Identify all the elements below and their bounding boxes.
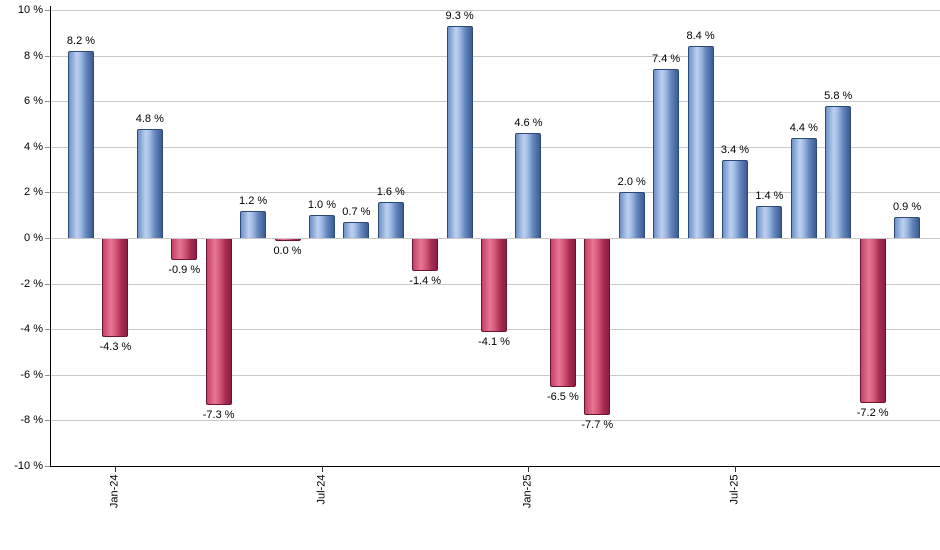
bar bbox=[446, 25, 473, 238]
bar bbox=[859, 239, 886, 404]
bar-value-label: 8.2 % bbox=[66, 35, 96, 48]
y-axis-tick bbox=[45, 283, 50, 285]
y-axis-label: -8 % bbox=[20, 414, 43, 427]
bar bbox=[343, 222, 370, 238]
x-axis-label: Jan-24 bbox=[108, 474, 121, 509]
bar-value-label: -7.2 % bbox=[856, 407, 889, 420]
x-axis-label: Jan-25 bbox=[521, 474, 534, 509]
bar-value-label: 1.0 % bbox=[307, 199, 336, 212]
bar bbox=[171, 239, 198, 260]
y-axis-line bbox=[50, 6, 51, 467]
x-axis-label: Jul-24 bbox=[315, 474, 328, 505]
y-axis-tick bbox=[45, 238, 50, 239]
bar-value-label: 5.8 % bbox=[824, 89, 853, 102]
y-axis-label: 10 % bbox=[17, 4, 43, 16]
bar-value-label: 0.9 % bbox=[893, 201, 922, 214]
y-axis-tick bbox=[45, 55, 50, 57]
y-axis-label: -4 % bbox=[20, 323, 43, 336]
y-axis-label: 4 % bbox=[24, 140, 43, 153]
y-axis-tick bbox=[45, 192, 50, 194]
bar bbox=[515, 133, 542, 238]
bar bbox=[653, 69, 680, 238]
x-axis-tick bbox=[115, 466, 117, 472]
y-axis-label: 8 % bbox=[24, 49, 43, 62]
y-axis-label: -10 % bbox=[14, 460, 43, 472]
bar-value-label: 9.3 % bbox=[445, 9, 474, 22]
bar bbox=[584, 239, 611, 415]
bar bbox=[68, 51, 94, 238]
bar-value-label: -4.1 % bbox=[478, 336, 510, 349]
x-axis-tick bbox=[321, 466, 323, 472]
bar bbox=[549, 239, 576, 388]
bar-value-label: 1.6 % bbox=[376, 185, 405, 198]
x-axis-label: Jul-25 bbox=[728, 474, 741, 505]
bar-value-label: -1.4 % bbox=[409, 274, 442, 287]
x-axis-tick bbox=[528, 466, 530, 472]
bar bbox=[756, 206, 783, 238]
gridline bbox=[50, 238, 940, 239]
bar-value-label: 2.0 % bbox=[617, 176, 646, 189]
x-axis-tick bbox=[734, 466, 736, 472]
bar-value-label: 1.4 % bbox=[755, 190, 784, 203]
y-axis-tick bbox=[45, 146, 50, 148]
gridline bbox=[50, 10, 940, 11]
bar bbox=[481, 239, 508, 333]
gridline bbox=[50, 101, 940, 103]
y-axis-tick bbox=[45, 10, 50, 11]
bar bbox=[274, 239, 301, 241]
y-axis-label: -6 % bbox=[20, 368, 43, 381]
bar bbox=[721, 160, 748, 238]
y-axis-tick bbox=[45, 101, 50, 103]
bar-value-label: 0.7 % bbox=[342, 206, 371, 219]
bar bbox=[894, 217, 921, 238]
bar bbox=[205, 239, 232, 406]
gridline bbox=[50, 192, 940, 194]
y-axis-tick bbox=[45, 329, 50, 331]
bar-value-label: 0.0 % bbox=[273, 245, 302, 257]
bar-value-label: -4.3 % bbox=[99, 341, 132, 354]
y-axis-label: 6 % bbox=[24, 95, 43, 108]
bar-value-label: 8.4 % bbox=[686, 30, 715, 43]
bar-value-label: -7.3 % bbox=[202, 409, 235, 422]
bar-value-label: 1.2 % bbox=[239, 194, 268, 207]
bar-value-label: 4.6 % bbox=[514, 117, 543, 130]
bar-value-label: -0.9 % bbox=[168, 263, 201, 276]
y-axis-label: 0 % bbox=[24, 232, 43, 244]
bar-value-label: 7.4 % bbox=[652, 53, 681, 66]
gridline bbox=[50, 374, 940, 376]
bar-value-label: 4.4 % bbox=[789, 121, 818, 134]
bar bbox=[102, 239, 129, 338]
y-axis-label: -2 % bbox=[20, 277, 43, 290]
bar bbox=[790, 137, 817, 238]
x-axis-line bbox=[50, 466, 940, 467]
y-axis-tick bbox=[45, 466, 50, 467]
bar bbox=[412, 239, 439, 271]
bar bbox=[308, 215, 335, 238]
y-axis-label: 2 % bbox=[24, 186, 43, 199]
bar bbox=[825, 105, 852, 238]
bar bbox=[136, 128, 163, 238]
bar bbox=[240, 210, 267, 238]
bar bbox=[618, 192, 645, 238]
y-axis-tick bbox=[45, 374, 50, 376]
gridline bbox=[50, 420, 940, 422]
bar-value-label: -7.7 % bbox=[581, 418, 614, 431]
gridline bbox=[50, 55, 940, 57]
bar bbox=[687, 46, 714, 238]
bar bbox=[377, 201, 404, 238]
bar-value-label: 3.4 % bbox=[720, 144, 750, 157]
bar-value-label: -6.5 % bbox=[546, 391, 579, 404]
y-axis-tick bbox=[45, 420, 50, 422]
gridline bbox=[50, 146, 940, 148]
bar-value-label: 4.8 % bbox=[135, 112, 164, 125]
